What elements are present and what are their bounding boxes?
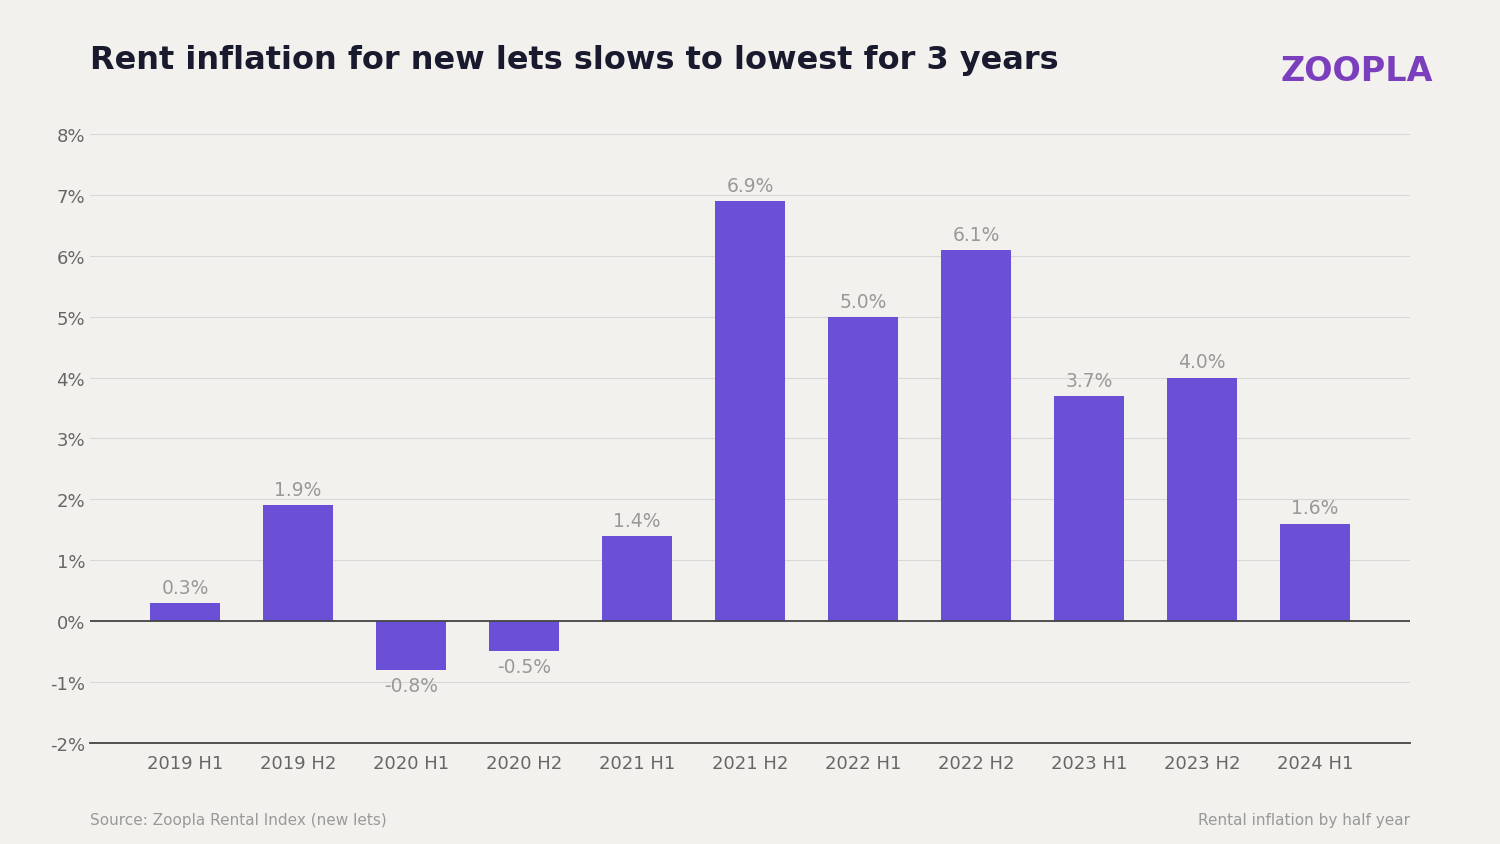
Bar [940, 251, 1011, 621]
Bar [376, 621, 446, 670]
Text: 4.0%: 4.0% [1178, 353, 1225, 372]
Bar [150, 603, 220, 621]
Text: Rent inflation for new lets slows to lowest for 3 years: Rent inflation for new lets slows to low… [90, 45, 1059, 76]
Bar [602, 536, 672, 621]
Bar [489, 621, 560, 652]
Text: -0.8%: -0.8% [384, 676, 438, 695]
Text: 6.9%: 6.9% [726, 177, 774, 196]
Bar [262, 506, 333, 621]
Text: Source: Zoopla Rental Index (new lets): Source: Zoopla Rental Index (new lets) [90, 812, 387, 827]
Bar [828, 317, 898, 621]
Text: 1.6%: 1.6% [1292, 499, 1338, 518]
Text: 3.7%: 3.7% [1065, 371, 1113, 390]
Bar [1054, 397, 1124, 621]
Text: 1.4%: 1.4% [614, 511, 662, 530]
Text: 0.3%: 0.3% [162, 578, 209, 597]
Text: Rental inflation by half year: Rental inflation by half year [1198, 812, 1410, 827]
Text: 6.1%: 6.1% [952, 225, 999, 245]
Text: 5.0%: 5.0% [840, 292, 886, 311]
Bar [716, 202, 784, 621]
Text: -0.5%: -0.5% [496, 657, 550, 677]
Bar [1167, 378, 1238, 621]
Text: 1.9%: 1.9% [274, 481, 321, 500]
Bar [1280, 524, 1350, 621]
Text: ZOOPLA: ZOOPLA [1280, 55, 1432, 88]
